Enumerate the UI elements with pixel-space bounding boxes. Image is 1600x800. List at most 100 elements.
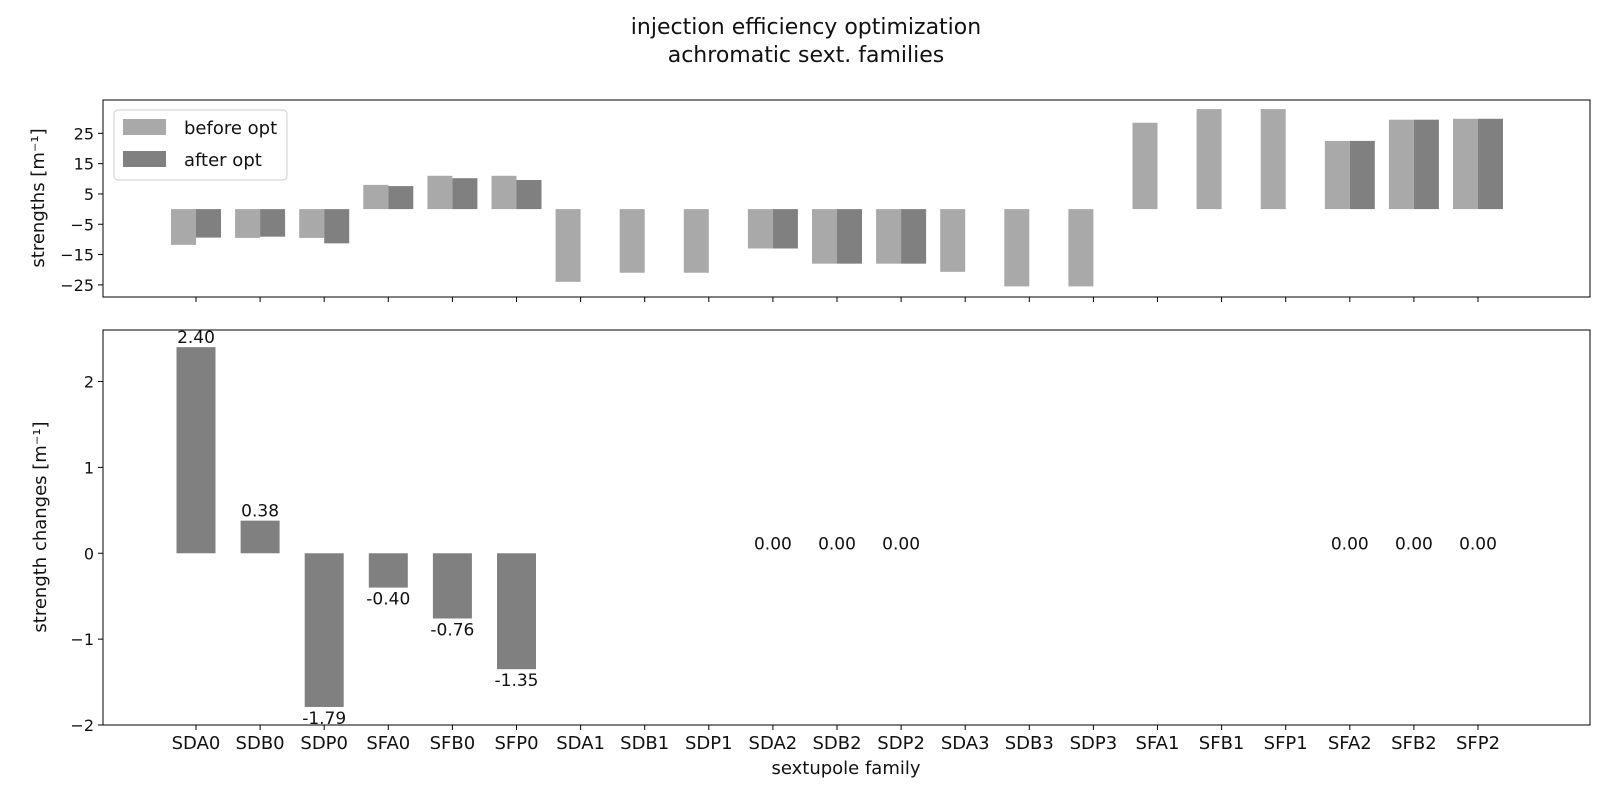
xtick-label-sdb3: SDB3 (1005, 733, 1054, 754)
top-bar-after-sdp2 (901, 209, 927, 264)
bottom-bar-sdp0 (304, 553, 344, 707)
bottom-ytick-label: 1 (84, 458, 94, 477)
top-bar-after-sfb0 (452, 178, 478, 210)
xtick-label-sdp1: SDP1 (685, 733, 733, 754)
top-bar-after-sdb2 (837, 209, 862, 264)
top-bar-after-sfa0 (388, 186, 414, 210)
top-bar-after-sdp0 (324, 209, 350, 244)
xtick-label-sfb1: SFB1 (1199, 733, 1245, 754)
top-yticks: −25 −15 −5 5 15 25 (60, 124, 103, 295)
legend: before opt after opt (113, 109, 288, 181)
bottom-xticks: SDA0 SDB0 SDP0 SFA0 SFB0 SFP0 SDA1 SDB1 SDP1 SDA2… (172, 725, 1500, 754)
top-bar-before-sfb2 (1388, 119, 1414, 210)
bottom-axes-frame (102, 329, 1591, 726)
xtick-label-sdp2: SDP2 (877, 733, 925, 754)
top-bar-before-sfa0 (363, 184, 389, 210)
top-ytick-label: 15 (74, 155, 94, 174)
data-label-sfa2: 0.00 (1331, 534, 1369, 554)
top-ytick-label: −5 (70, 215, 94, 234)
xtick-label-sdb1: SDB1 (620, 733, 669, 754)
bottom-bar-sdb0 (240, 520, 280, 554)
top-xticks (195, 297, 1479, 302)
xtick-label-sfa0: SFA0 (366, 733, 410, 754)
top-bar-after-sfb2 (1413, 119, 1439, 210)
data-label-sda2: 0.00 (754, 534, 792, 554)
top-bar-before-sdb2 (812, 209, 837, 264)
top-ytick-label: −25 (60, 276, 94, 295)
bottom-ytick-label: 2 (84, 373, 94, 392)
xtick-label-sfa2: SFA2 (1328, 733, 1372, 754)
xtick-label-sda2: SDA2 (749, 733, 798, 754)
bottom-yticks: −2 −1 0 1 2 (70, 373, 103, 735)
top-ytick-label: 5 (84, 185, 94, 204)
top-bar-before-sfp1 (1260, 109, 1286, 210)
bottom-ylabel: strength changes [m⁻¹] (30, 421, 51, 632)
legend-swatch-after (123, 151, 166, 167)
data-label-sfp0: -1.35 (495, 671, 539, 691)
top-bars (171, 109, 1503, 287)
top-panel: −25 −15 −5 5 15 25 strengths [m⁻¹] before opt… (28, 99, 1591, 302)
top-bar-before-sda1 (555, 209, 581, 282)
top-bar-after-sda2 (772, 209, 798, 249)
xlabel: sextupole family (771, 758, 920, 779)
top-bar-before-sdp3 (1068, 209, 1094, 287)
top-bar-before-sdp2 (876, 209, 902, 264)
xtick-label-sdp3: SDP3 (1070, 733, 1118, 754)
top-bar-after-sfa2 (1349, 140, 1375, 210)
top-bar-before-sfa2 (1324, 140, 1350, 210)
legend-label-after: after opt (184, 150, 262, 171)
top-bar-before-sfp0 (491, 175, 517, 210)
top-bar-after-sda0 (196, 209, 221, 238)
top-bar-before-sdb3 (1004, 209, 1030, 287)
data-label-sdp0: -1.79 (302, 709, 346, 729)
xtick-label-sdb0: SDB0 (236, 733, 285, 754)
xtick-label-sfp1: SFP1 (1264, 733, 1308, 754)
top-bar-after-sfp0 (516, 180, 542, 210)
top-bar-before-sdp1 (683, 209, 709, 273)
bottom-ytick-label: −1 (70, 630, 94, 649)
bottom-data-labels: 2.40 0.38 -1.79 -0.40 -0.76 -1.35 0.00 0.00 0.00… (177, 328, 1497, 729)
bottom-bar-sfp0 (497, 553, 536, 670)
top-axes-frame (102, 99, 1591, 298)
data-label-sfp2: 0.00 (1459, 534, 1497, 554)
xtick-label-sfb0: SFB0 (430, 733, 476, 754)
bottom-panel: −2 −1 0 1 2 SDA0 SDB0 SDP0 SFA0 SFB0 SFP0 SDA1 SDB1… (30, 328, 1591, 779)
top-bar-before-sdp0 (299, 209, 325, 238)
bottom-ytick-label: 0 (84, 544, 94, 563)
xtick-label-sdb2: SDB2 (812, 733, 861, 754)
data-label-sfa0: -0.40 (366, 590, 410, 610)
top-bar-before-sfb1 (1196, 109, 1222, 210)
top-bar-before-sfb0 (427, 175, 453, 210)
chart-subtitle: achromatic sext. families (668, 43, 945, 68)
data-label-sfb0: -0.76 (430, 621, 474, 641)
legend-label-before: before opt (184, 118, 277, 139)
top-bar-before-sdb0 (235, 209, 261, 238)
top-ytick-label: −15 (60, 246, 94, 265)
top-bar-after-sfp2 (1478, 118, 1503, 210)
data-label-sfb2: 0.00 (1395, 534, 1433, 554)
xtick-label-sfb2: SFB2 (1391, 733, 1437, 754)
bottom-bar-sfa0 (368, 553, 408, 588)
top-bar-before-sda3 (940, 209, 966, 272)
data-label-sda0: 2.40 (177, 328, 215, 348)
xtick-label-sda3: SDA3 (941, 733, 990, 754)
top-bar-before-sdb1 (619, 209, 645, 273)
data-label-sdb0: 0.38 (241, 502, 279, 522)
bottom-bar-sfb0 (432, 553, 472, 619)
xtick-label-sda1: SDA1 (556, 733, 605, 754)
bottom-bar-sda0 (176, 347, 216, 554)
top-bar-after-sdb0 (260, 209, 286, 237)
chart-title: injection efficiency optimization (631, 15, 981, 40)
data-label-sdp2: 0.00 (882, 534, 920, 554)
top-bar-before-sda0 (171, 209, 196, 245)
bottom-bars (176, 347, 536, 707)
top-bar-before-sda2 (747, 209, 773, 249)
data-label-sdb2: 0.00 (818, 534, 856, 554)
legend-swatch-before (123, 119, 166, 135)
top-bar-before-sfp2 (1453, 118, 1478, 210)
bottom-ytick-label: −2 (70, 716, 94, 735)
xtick-label-sdp0: SDP0 (300, 733, 348, 754)
top-ytick-label: 25 (74, 124, 94, 143)
top-bar-before-sfa1 (1132, 122, 1158, 210)
